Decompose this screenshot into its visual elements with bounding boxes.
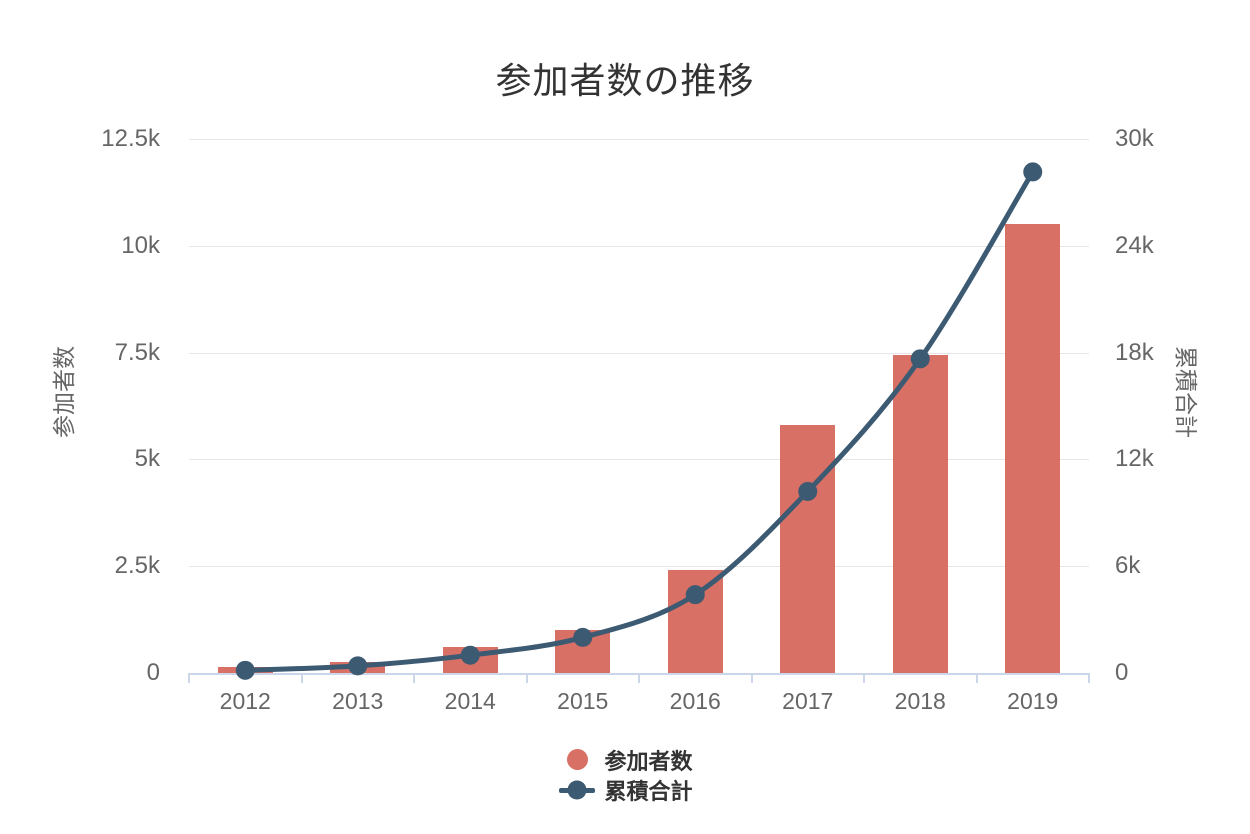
y-tick-label-right: 6k [1115,552,1141,580]
x-tick [975,673,978,683]
x-category-label: 2016 [669,688,721,714]
x-axis-labels: 2012 2013 2014 2015 2016 2017 2018 2019 [189,688,1089,715]
legend-item-bar-series[interactable]: 参加者数 [557,746,693,774]
legend-line-marker-icon [557,779,597,801]
legend-circle-marker-icon [557,749,597,771]
line-series-svg [235,162,1043,680]
line-point-2014[interactable] [460,645,480,665]
y-tick-label-left: 7.5k [114,338,160,366]
legend: 参加者数 累積合計 [0,746,1250,804]
chart-title: 参加者数の推移 [495,60,755,101]
gridline [189,459,1089,461]
gridline [189,352,1089,354]
x-tick [750,673,753,683]
right-axis-title: 累積合計 [1173,346,1199,438]
y-tick-label-right: 24k [1115,231,1154,259]
x-category-label: 2017 [782,688,834,714]
line-point-2019[interactable] [1023,162,1043,182]
line-point-2013[interactable] [348,656,368,676]
x-category-label: 2019 [1007,688,1059,714]
y-tick-label-left: 0 [146,659,160,686]
gridline [189,139,1089,140]
x-tick [188,673,190,683]
x-tick [413,673,415,683]
line-point-2018[interactable] [910,349,930,369]
x-category-label: 2012 [219,688,271,714]
y-tick-label-right: 18k [1115,338,1154,366]
y-tick-label-left: 10k [121,231,160,259]
y-tick-label-left: 5k [134,445,160,473]
y-tick-label-right: 0 [1115,659,1129,686]
y-tick-label-left: 12.5k [101,125,160,152]
gridline [189,566,1089,568]
bar-2018[interactable] [892,354,948,673]
gridline [189,245,1089,247]
legend-dot-icon [567,780,587,799]
x-tick [1088,673,1090,683]
bar-2019[interactable] [1005,224,1061,673]
legend-circle-icon [566,749,588,770]
legend-label: 累積合計 [604,778,693,804]
y-tick-label-right: 12k [1115,445,1154,473]
y-tick-label-right: 30k [1115,125,1154,152]
x-category-label: 2014 [444,688,496,714]
line-point-2015[interactable] [573,627,593,647]
x-tick [525,673,528,683]
plot-area [188,139,1090,683]
line-point-2017[interactable] [798,481,818,501]
legend-item-line-series[interactable]: 累積合計 [557,776,693,804]
line-point-2016[interactable] [685,585,705,605]
bar-2017[interactable] [780,425,836,673]
y-tick-label-left: 2.5k [114,552,160,580]
x-tick [300,673,303,683]
x-category-label: 2018 [894,688,946,714]
x-tick [638,673,640,683]
line-point-2012[interactable] [235,660,255,680]
x-category-label: 2013 [332,688,384,714]
legend-label: 参加者数 [604,748,693,774]
legend-items: 参加者数 累積合計 [557,746,693,804]
x-tick [863,673,865,683]
line-path[interactable] [242,169,1036,673]
x-category-label: 2015 [557,688,609,714]
